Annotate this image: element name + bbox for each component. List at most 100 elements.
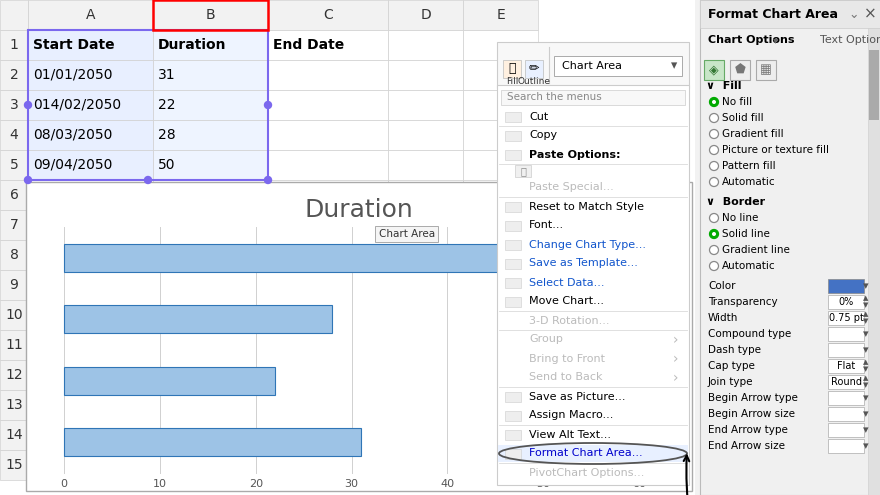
Text: Solid line: Solid line — [722, 229, 770, 239]
Text: Cut: Cut — [529, 111, 548, 121]
Bar — [153, 330, 268, 360]
Text: Duration: Duration — [158, 38, 226, 52]
Text: 09/04/2050: 09/04/2050 — [33, 158, 113, 172]
Text: ▾: ▾ — [863, 441, 869, 451]
Text: E: E — [496, 8, 505, 22]
Bar — [828, 391, 864, 405]
Text: Join type: Join type — [708, 377, 753, 387]
Text: End Date: End Date — [273, 38, 344, 52]
Bar — [700, 0, 880, 495]
Bar — [463, 300, 538, 330]
Text: 7: 7 — [10, 218, 18, 232]
Bar — [153, 60, 268, 90]
Bar — [268, 90, 388, 120]
Bar — [505, 220, 521, 231]
Circle shape — [25, 101, 32, 108]
Text: 014/02/2050: 014/02/2050 — [33, 98, 121, 112]
Bar — [28, 90, 153, 120]
Text: 13: 13 — [5, 398, 23, 412]
Bar — [153, 90, 268, 120]
Bar — [28, 150, 153, 180]
Bar — [388, 450, 463, 480]
Bar — [153, 450, 268, 480]
Text: D: D — [420, 8, 431, 22]
Circle shape — [709, 261, 718, 270]
Bar — [153, 360, 268, 390]
Text: ▲
▼: ▲ ▼ — [863, 311, 869, 325]
Text: Chart Area: Chart Area — [378, 229, 435, 239]
Bar — [388, 90, 463, 120]
Text: Chart Options: Chart Options — [708, 35, 795, 45]
Text: 31: 31 — [158, 68, 176, 82]
Bar — [828, 327, 864, 341]
Circle shape — [712, 232, 716, 236]
Text: A: A — [85, 8, 95, 22]
Text: ▦: ▦ — [760, 63, 772, 77]
Text: ▾: ▾ — [863, 329, 869, 339]
Bar — [0, 210, 28, 240]
Text: ▾: ▾ — [863, 425, 869, 435]
Bar — [268, 120, 388, 150]
Bar — [388, 390, 463, 420]
Text: C: C — [323, 8, 333, 22]
Circle shape — [709, 130, 718, 139]
Bar — [268, 420, 388, 450]
Bar — [268, 0, 388, 30]
Text: Transparency: Transparency — [708, 297, 778, 307]
Circle shape — [144, 177, 151, 184]
Bar — [0, 90, 28, 120]
Bar — [0, 270, 28, 300]
Bar — [388, 240, 463, 270]
Text: Automatic: Automatic — [722, 177, 775, 187]
Circle shape — [709, 178, 718, 187]
Bar — [153, 270, 268, 300]
Bar — [268, 30, 388, 60]
Bar — [28, 420, 153, 450]
Bar — [498, 445, 688, 462]
Bar — [268, 330, 388, 360]
Bar — [153, 120, 268, 150]
Text: 🗋: 🗋 — [520, 166, 526, 176]
Text: 15: 15 — [5, 458, 23, 472]
Circle shape — [709, 213, 718, 222]
Bar — [28, 210, 153, 240]
Text: ▾: ▾ — [773, 35, 777, 45]
Bar — [828, 375, 864, 389]
Text: Chart Area: Chart Area — [562, 61, 622, 71]
Text: ▾: ▾ — [863, 281, 869, 291]
Text: Group: Group — [529, 335, 563, 345]
Text: Font...: Font... — [529, 220, 564, 231]
Bar — [704, 60, 724, 80]
Text: PivotChart Options...: PivotChart Options... — [529, 467, 644, 478]
Bar — [505, 131, 521, 141]
Text: Save as Picture...: Save as Picture... — [529, 392, 626, 401]
Bar — [463, 210, 538, 240]
Bar — [28, 270, 153, 300]
Bar — [463, 420, 538, 450]
Bar — [388, 0, 463, 30]
Bar — [463, 60, 538, 90]
Bar — [28, 30, 268, 180]
Bar — [497, 42, 689, 88]
Circle shape — [709, 161, 718, 170]
Circle shape — [709, 98, 718, 106]
Bar — [268, 390, 388, 420]
Bar — [869, 50, 879, 120]
Bar — [0, 0, 695, 495]
Text: ×: × — [863, 6, 876, 21]
Bar — [505, 410, 521, 420]
Bar — [503, 60, 521, 78]
Bar — [505, 111, 521, 121]
Text: Solid fill: Solid fill — [722, 113, 764, 123]
Bar — [268, 180, 388, 210]
Bar — [505, 240, 521, 249]
Text: 🪣: 🪣 — [509, 62, 516, 76]
Bar — [828, 295, 864, 309]
Text: ⌄: ⌄ — [848, 7, 859, 20]
Text: Start Date: Start Date — [33, 38, 114, 52]
Bar — [388, 120, 463, 150]
Bar — [463, 360, 538, 390]
Bar — [28, 120, 153, 150]
Bar — [730, 60, 750, 80]
Bar — [505, 258, 521, 268]
